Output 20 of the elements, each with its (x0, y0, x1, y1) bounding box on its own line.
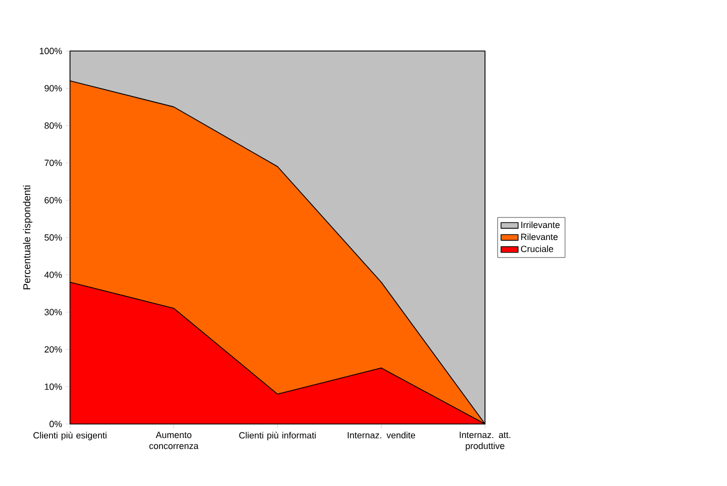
y-tick-label: 40% (44, 272, 62, 278)
x-tick-label: Internaz. vendite (348, 432, 416, 438)
x-tick-label: Internaz. att. produttive (460, 432, 510, 451)
y-tick-label: 80% (44, 122, 62, 129)
legend-label: Irrilevante (521, 221, 560, 228)
y-axis-title: Percentuale rispondenti (23, 186, 32, 290)
x-tick-label: Clienti più esigenti (33, 432, 106, 440)
y-tick-label: 0% (50, 420, 62, 428)
y-tick-label: 50% (44, 234, 62, 241)
y-tick-label: 100% (40, 48, 62, 54)
legend-label: Cruciale (520, 245, 554, 252)
y-tick-label: 70% (44, 160, 62, 166)
y-tick-label: 10% (44, 383, 62, 390)
x-tick-label: Clienti più informati (239, 432, 316, 440)
y-tick-label: 20% (44, 346, 62, 353)
y-tick-label: 30% (44, 308, 62, 316)
x-tick-label: Aumento concorrenza (149, 432, 199, 450)
legend-label: Rilevante (521, 233, 558, 240)
y-tick-label: 60% (44, 197, 62, 204)
y-tick-label: 90% (44, 85, 62, 92)
